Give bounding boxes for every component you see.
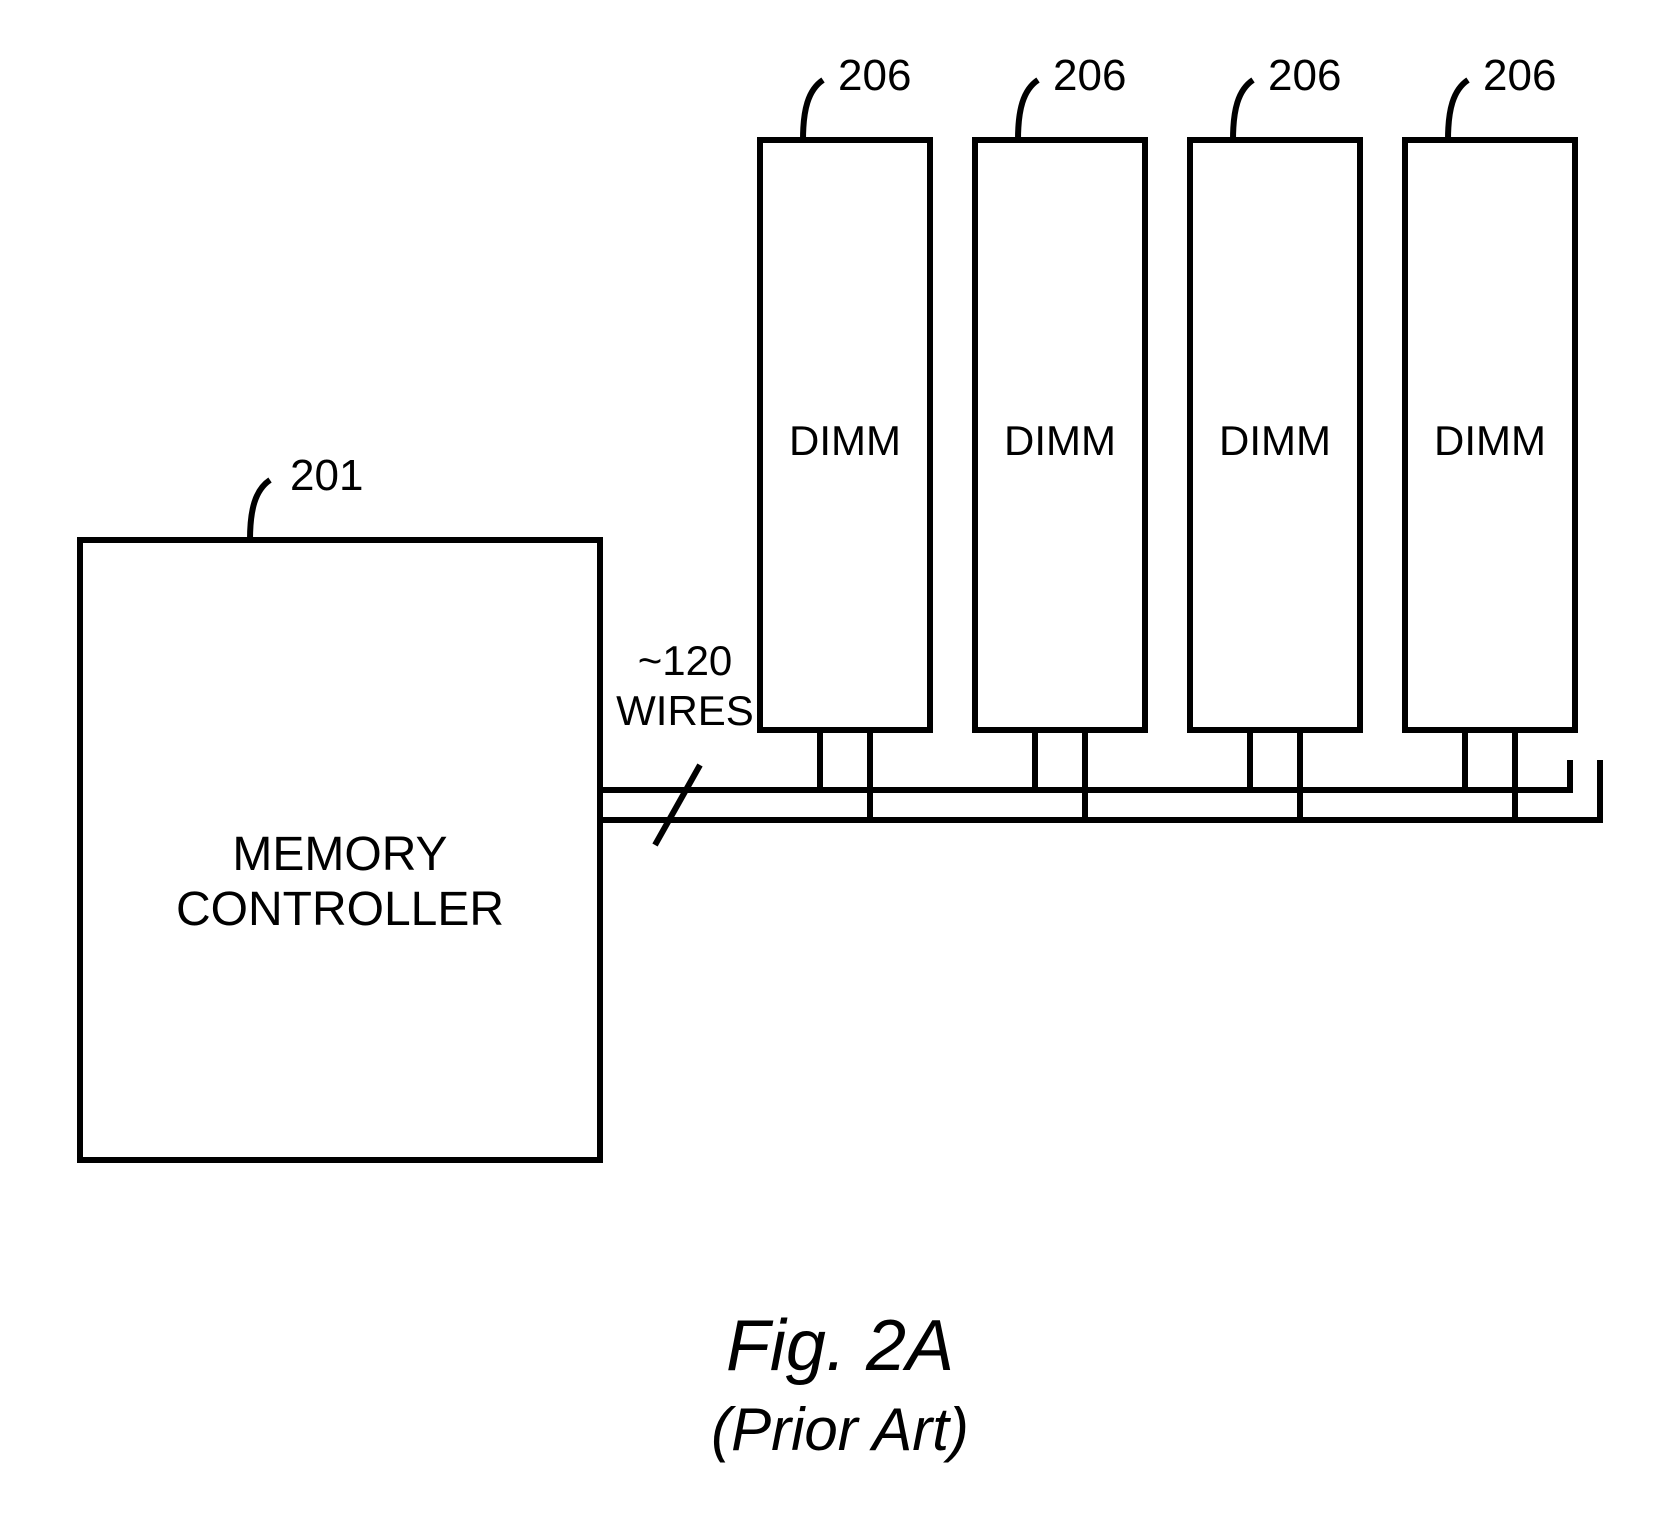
bus-slash: [655, 765, 700, 845]
dimm-ref: 206: [1268, 51, 1341, 100]
dimm-ref: 206: [838, 51, 911, 100]
controller-ref: 201: [290, 451, 363, 500]
dimm-leader: [803, 80, 823, 140]
dimm-label: DIMM: [1434, 417, 1546, 464]
bus-label-2: WIRES: [616, 687, 754, 734]
dimm-label: DIMM: [1219, 417, 1331, 464]
dimm-ref: 206: [1053, 51, 1126, 100]
dimm-leader: [1233, 80, 1253, 140]
bus-label-1: ~120: [638, 637, 733, 684]
dimm-ref: 206: [1483, 51, 1556, 100]
dimm-leader: [1448, 80, 1468, 140]
figure-caption-line2: (Prior Art): [711, 1396, 969, 1463]
controller-leader: [250, 480, 270, 540]
memory-controller-label-2: CONTROLLER: [176, 883, 504, 936]
dimm-label: DIMM: [789, 417, 901, 464]
dimm-label: DIMM: [1004, 417, 1116, 464]
memory-controller-label-1: MEMORY: [232, 828, 447, 881]
figure-caption-line1: Fig. 2A: [726, 1306, 954, 1386]
dimm-leader: [1018, 80, 1038, 140]
